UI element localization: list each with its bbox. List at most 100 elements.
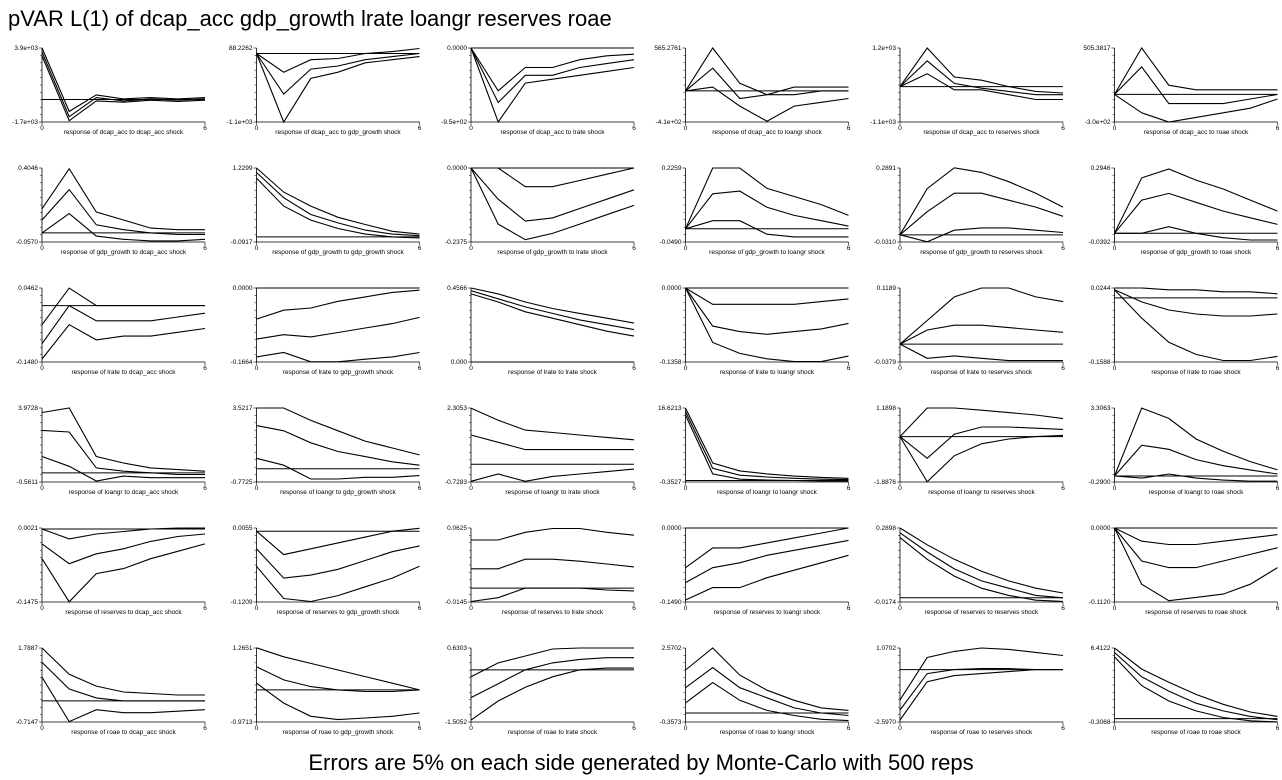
irf-line bbox=[685, 220, 849, 238]
y-tick-label: 1.0702 bbox=[876, 645, 896, 652]
irf-line bbox=[256, 351, 420, 363]
irf-line bbox=[470, 647, 634, 678]
y-tick-label: 0.0021 bbox=[18, 525, 38, 532]
irf-line bbox=[899, 60, 1063, 96]
y-tick-label: -0.5611 bbox=[16, 479, 38, 486]
x-tick-label: 6 bbox=[632, 245, 636, 252]
irf-line bbox=[1114, 527, 1278, 546]
irf-line bbox=[899, 647, 1064, 701]
irf-line bbox=[256, 289, 420, 320]
x-axis-label: response of roae to lrate shock bbox=[508, 729, 598, 736]
y-tick-label: -0.0392 bbox=[1088, 239, 1110, 246]
x-tick-label: 6 bbox=[203, 245, 207, 252]
x-tick-label: 0 bbox=[898, 365, 902, 372]
x-tick-label: 0 bbox=[255, 605, 259, 612]
x-axis-label: response of reserves to gdp_growth shock bbox=[277, 609, 400, 616]
x-axis-label: response of gdp_growth to loangr shock bbox=[709, 249, 825, 256]
y-tick-label: 565.2761 bbox=[654, 45, 681, 52]
y-tick-label: 1.2e+03 bbox=[872, 45, 896, 52]
y-tick-label: -1.5052 bbox=[445, 719, 467, 726]
y-tick-label: 2.5702 bbox=[662, 645, 682, 652]
irf-line bbox=[899, 532, 1064, 599]
x-tick-label: 6 bbox=[632, 485, 636, 492]
y-tick-label: 16.6213 bbox=[658, 405, 682, 412]
y-tick-label: 0.0244 bbox=[1091, 285, 1111, 292]
irf-line bbox=[1114, 289, 1278, 317]
irf-line bbox=[41, 212, 206, 242]
y-tick-label: -0.3573 bbox=[659, 719, 681, 726]
irf-line bbox=[256, 316, 420, 340]
y-tick-label: 0.0462 bbox=[18, 285, 38, 292]
x-axis-label: response of reserves to lrate shock bbox=[502, 609, 604, 616]
irf-line bbox=[1114, 168, 1278, 234]
irf-line bbox=[899, 434, 1064, 483]
x-tick-label: 0 bbox=[40, 245, 44, 252]
x-tick-label: 0 bbox=[684, 245, 688, 252]
y-tick-label: 0.2259 bbox=[662, 165, 682, 172]
x-tick-label: 0 bbox=[1113, 365, 1117, 372]
irf-line bbox=[685, 539, 849, 584]
irf-line bbox=[256, 527, 420, 556]
y-tick-label: 0.0000 bbox=[662, 525, 682, 532]
irf-line bbox=[685, 190, 849, 230]
x-axis-label: response of roae to loangr shock bbox=[720, 729, 815, 736]
x-tick-label: 6 bbox=[418, 605, 422, 612]
y-tick-label: 0.000 bbox=[451, 359, 468, 366]
y-tick-label: -0.0379 bbox=[874, 359, 896, 366]
irf-line bbox=[899, 407, 1064, 437]
irf-line bbox=[470, 287, 635, 324]
x-tick-label: 6 bbox=[1061, 485, 1065, 492]
x-tick-label: 6 bbox=[203, 485, 207, 492]
irf-line bbox=[685, 287, 849, 335]
irf-line bbox=[899, 669, 1063, 721]
irf-line bbox=[41, 55, 206, 122]
irf-line bbox=[685, 86, 849, 122]
irf-line bbox=[471, 558, 635, 570]
y-tick-label: 505.3817 bbox=[1083, 45, 1110, 52]
x-tick-label: 0 bbox=[1113, 485, 1117, 492]
irf-line bbox=[256, 647, 420, 691]
irf-line bbox=[685, 647, 849, 711]
x-axis-label: response of lrate to lrate shock bbox=[508, 369, 598, 376]
y-tick-label: -0.7283 bbox=[445, 479, 467, 486]
irf-line bbox=[256, 407, 420, 456]
irf-line bbox=[256, 177, 420, 239]
y-tick-label: -1.1e+03 bbox=[870, 119, 896, 126]
irf-line bbox=[470, 167, 635, 241]
irf-line bbox=[899, 227, 1064, 243]
x-tick-label: 0 bbox=[40, 125, 44, 132]
irf-line bbox=[899, 167, 1064, 236]
y-tick-label: -4.1e+02 bbox=[656, 119, 682, 126]
y-tick-label: 1.1898 bbox=[876, 405, 896, 412]
x-axis-label: response of lrate to roae shock bbox=[1151, 369, 1241, 376]
x-axis-label: response of roae to reserves shock bbox=[931, 729, 1033, 736]
x-axis-label: response of dcap_acc to dcap_acc shock bbox=[64, 129, 184, 136]
x-tick-label: 0 bbox=[469, 245, 473, 252]
x-axis-label: response of reserves to roae shock bbox=[1145, 609, 1247, 616]
y-tick-label: 0.0000 bbox=[662, 285, 682, 292]
y-tick-label: 0.4046 bbox=[18, 165, 38, 172]
x-tick-label: 0 bbox=[1113, 245, 1117, 252]
x-tick-label: 6 bbox=[847, 605, 851, 612]
irf-line bbox=[685, 287, 849, 305]
x-axis-label: response of loangr to roae shock bbox=[1149, 489, 1244, 496]
irf-line bbox=[899, 324, 1064, 345]
x-axis-label: response of dcap_acc to reserves shock bbox=[923, 129, 1040, 136]
figure-title: pVAR L(1) of dcap_acc gdp_growth lrate l… bbox=[8, 6, 612, 31]
y-tick-label: -1.1e+03 bbox=[227, 119, 253, 126]
y-tick-label: -0.7147 bbox=[16, 719, 38, 726]
irf-line bbox=[41, 304, 206, 345]
x-axis-label: response of lrate to gdp_growth shock bbox=[283, 369, 394, 376]
x-axis-label: response of reserves to reserves shock bbox=[925, 609, 1039, 616]
x-tick-label: 6 bbox=[1061, 245, 1065, 252]
irf-line bbox=[1114, 93, 1278, 123]
x-tick-label: 6 bbox=[847, 245, 851, 252]
x-axis-label: response of dcap_acc to lrate shock bbox=[500, 129, 605, 136]
x-tick-label: 0 bbox=[1113, 125, 1117, 132]
irf-line bbox=[41, 429, 205, 476]
y-tick-label: -0.1588 bbox=[1088, 359, 1110, 366]
irf-line bbox=[41, 543, 206, 603]
irf-line bbox=[1114, 287, 1278, 295]
y-tick-label: 3.5217 bbox=[233, 405, 253, 412]
x-tick-label: 6 bbox=[203, 605, 207, 612]
